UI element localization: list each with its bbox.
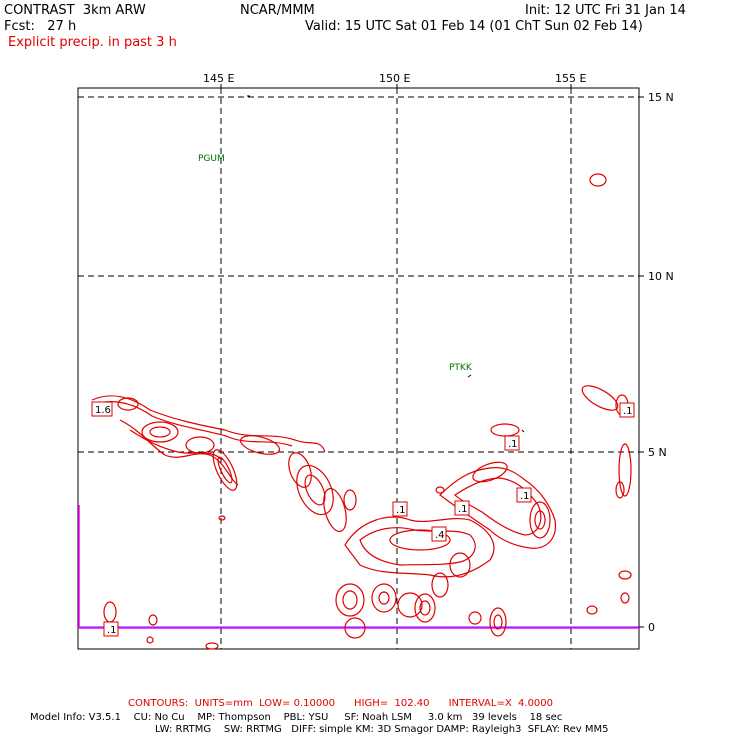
org-label: NCAR/MMM (240, 3, 315, 18)
contour-cell (489, 607, 507, 637)
contour-cell (344, 617, 366, 639)
contour-label: .1 (623, 406, 633, 417)
contour-cell (419, 600, 431, 616)
contour-cell (239, 435, 281, 455)
contour-cell (493, 614, 503, 630)
contour-cell (335, 583, 365, 617)
contour-cell (534, 510, 546, 530)
contour-label: .1 (508, 439, 518, 450)
contour-cell (148, 614, 158, 626)
contour-cell (618, 443, 632, 497)
contour-cell (618, 570, 632, 580)
contour-cell (378, 591, 390, 605)
contour-cell (586, 605, 598, 615)
contour-cell (397, 592, 423, 618)
contour-cell (141, 421, 179, 443)
contour-cell (589, 173, 607, 187)
contour-cell (468, 611, 482, 625)
contour-label: 1.6 (95, 405, 111, 416)
init-time: Init: 12 UTC Fri 31 Jan 14 (525, 3, 686, 18)
contour-cell (149, 426, 171, 438)
contour-cell (343, 489, 357, 511)
lon-label-155: 155 E (555, 72, 586, 85)
contour-cell (490, 423, 520, 437)
contour-band-west-1 (91, 395, 326, 453)
contour-label: .1 (520, 491, 530, 502)
contour-broad-2 (359, 527, 476, 566)
contour-labels: 1.6 .1 .1 .1 .1 .4 .1 .1 (91, 401, 635, 637)
island-marker (521, 429, 525, 433)
contour-cell (449, 552, 471, 578)
lon-gridlines (220, 88, 572, 649)
contour-label: .1 (107, 625, 117, 636)
lat-label-0: 0 (648, 621, 655, 634)
contour-cell (296, 464, 334, 516)
contour-cell (212, 449, 238, 491)
contour-band-west-4 (129, 429, 223, 461)
contour-cell (435, 486, 445, 494)
contours-info: CONTOURS: UNITS=mm LOW= 0.10000 HIGH= 10… (128, 698, 554, 709)
station-pgum: PGUM (198, 154, 225, 164)
contour-cell (620, 592, 630, 604)
contour-east-1 (439, 467, 557, 549)
contour-cell (304, 474, 326, 506)
contour-cell (146, 636, 154, 644)
contour-cell (389, 529, 451, 551)
contour-cell (342, 590, 358, 610)
contour-cell (185, 436, 215, 454)
lon-label-150: 150 E (379, 72, 410, 85)
contour-cell (217, 456, 233, 484)
forecast-hour: Fcst: 27 h (4, 19, 77, 34)
lat-label-15n: 15 N (648, 91, 674, 104)
station-ptkk: PTKK (449, 363, 473, 373)
contour-cell (218, 515, 226, 521)
contour-cell (414, 593, 436, 623)
valid-time: Valid: 15 UTC Sat 01 Feb 14 (01 ChT Sun … (305, 19, 643, 34)
contour-band-west-2 (94, 401, 293, 447)
contour-label: .1 (458, 504, 468, 515)
contour-cell (117, 397, 139, 411)
lat-label-5n: 5 N (648, 446, 667, 459)
lat-label-10n: 10 N (648, 270, 674, 283)
contour-cell (288, 452, 312, 488)
contour-cell (529, 501, 551, 539)
map-frame (77, 87, 640, 650)
contour-cell (371, 583, 397, 613)
contour-cell (205, 642, 219, 650)
contour-cell (431, 572, 449, 598)
axis-ticks (220, 84, 644, 628)
contour-cell (323, 487, 347, 533)
contour-cell (472, 461, 508, 483)
field-title: Explicit precip. in past 3 h (8, 35, 177, 50)
lon-label-145: 145 E (203, 72, 234, 85)
model-title: CONTRAST 3km ARW (4, 3, 146, 18)
island-marker (467, 374, 472, 378)
contour-cell (615, 481, 625, 499)
contour-label: .1 (396, 505, 406, 516)
contour-cell (581, 385, 619, 411)
precip-contours (91, 173, 632, 650)
contour-cell (103, 601, 117, 623)
contour-label: .4 (435, 530, 445, 541)
lat-gridlines (78, 96, 639, 453)
contour-broad-1 (344, 516, 495, 578)
model-info-line-2: LW: RRTMG SW: RRTMG DIFF: simple KM: 3D … (155, 724, 609, 735)
model-info-line-1: Model Info: V3.5.1 CU: No Cu MP: Thompso… (30, 712, 563, 723)
